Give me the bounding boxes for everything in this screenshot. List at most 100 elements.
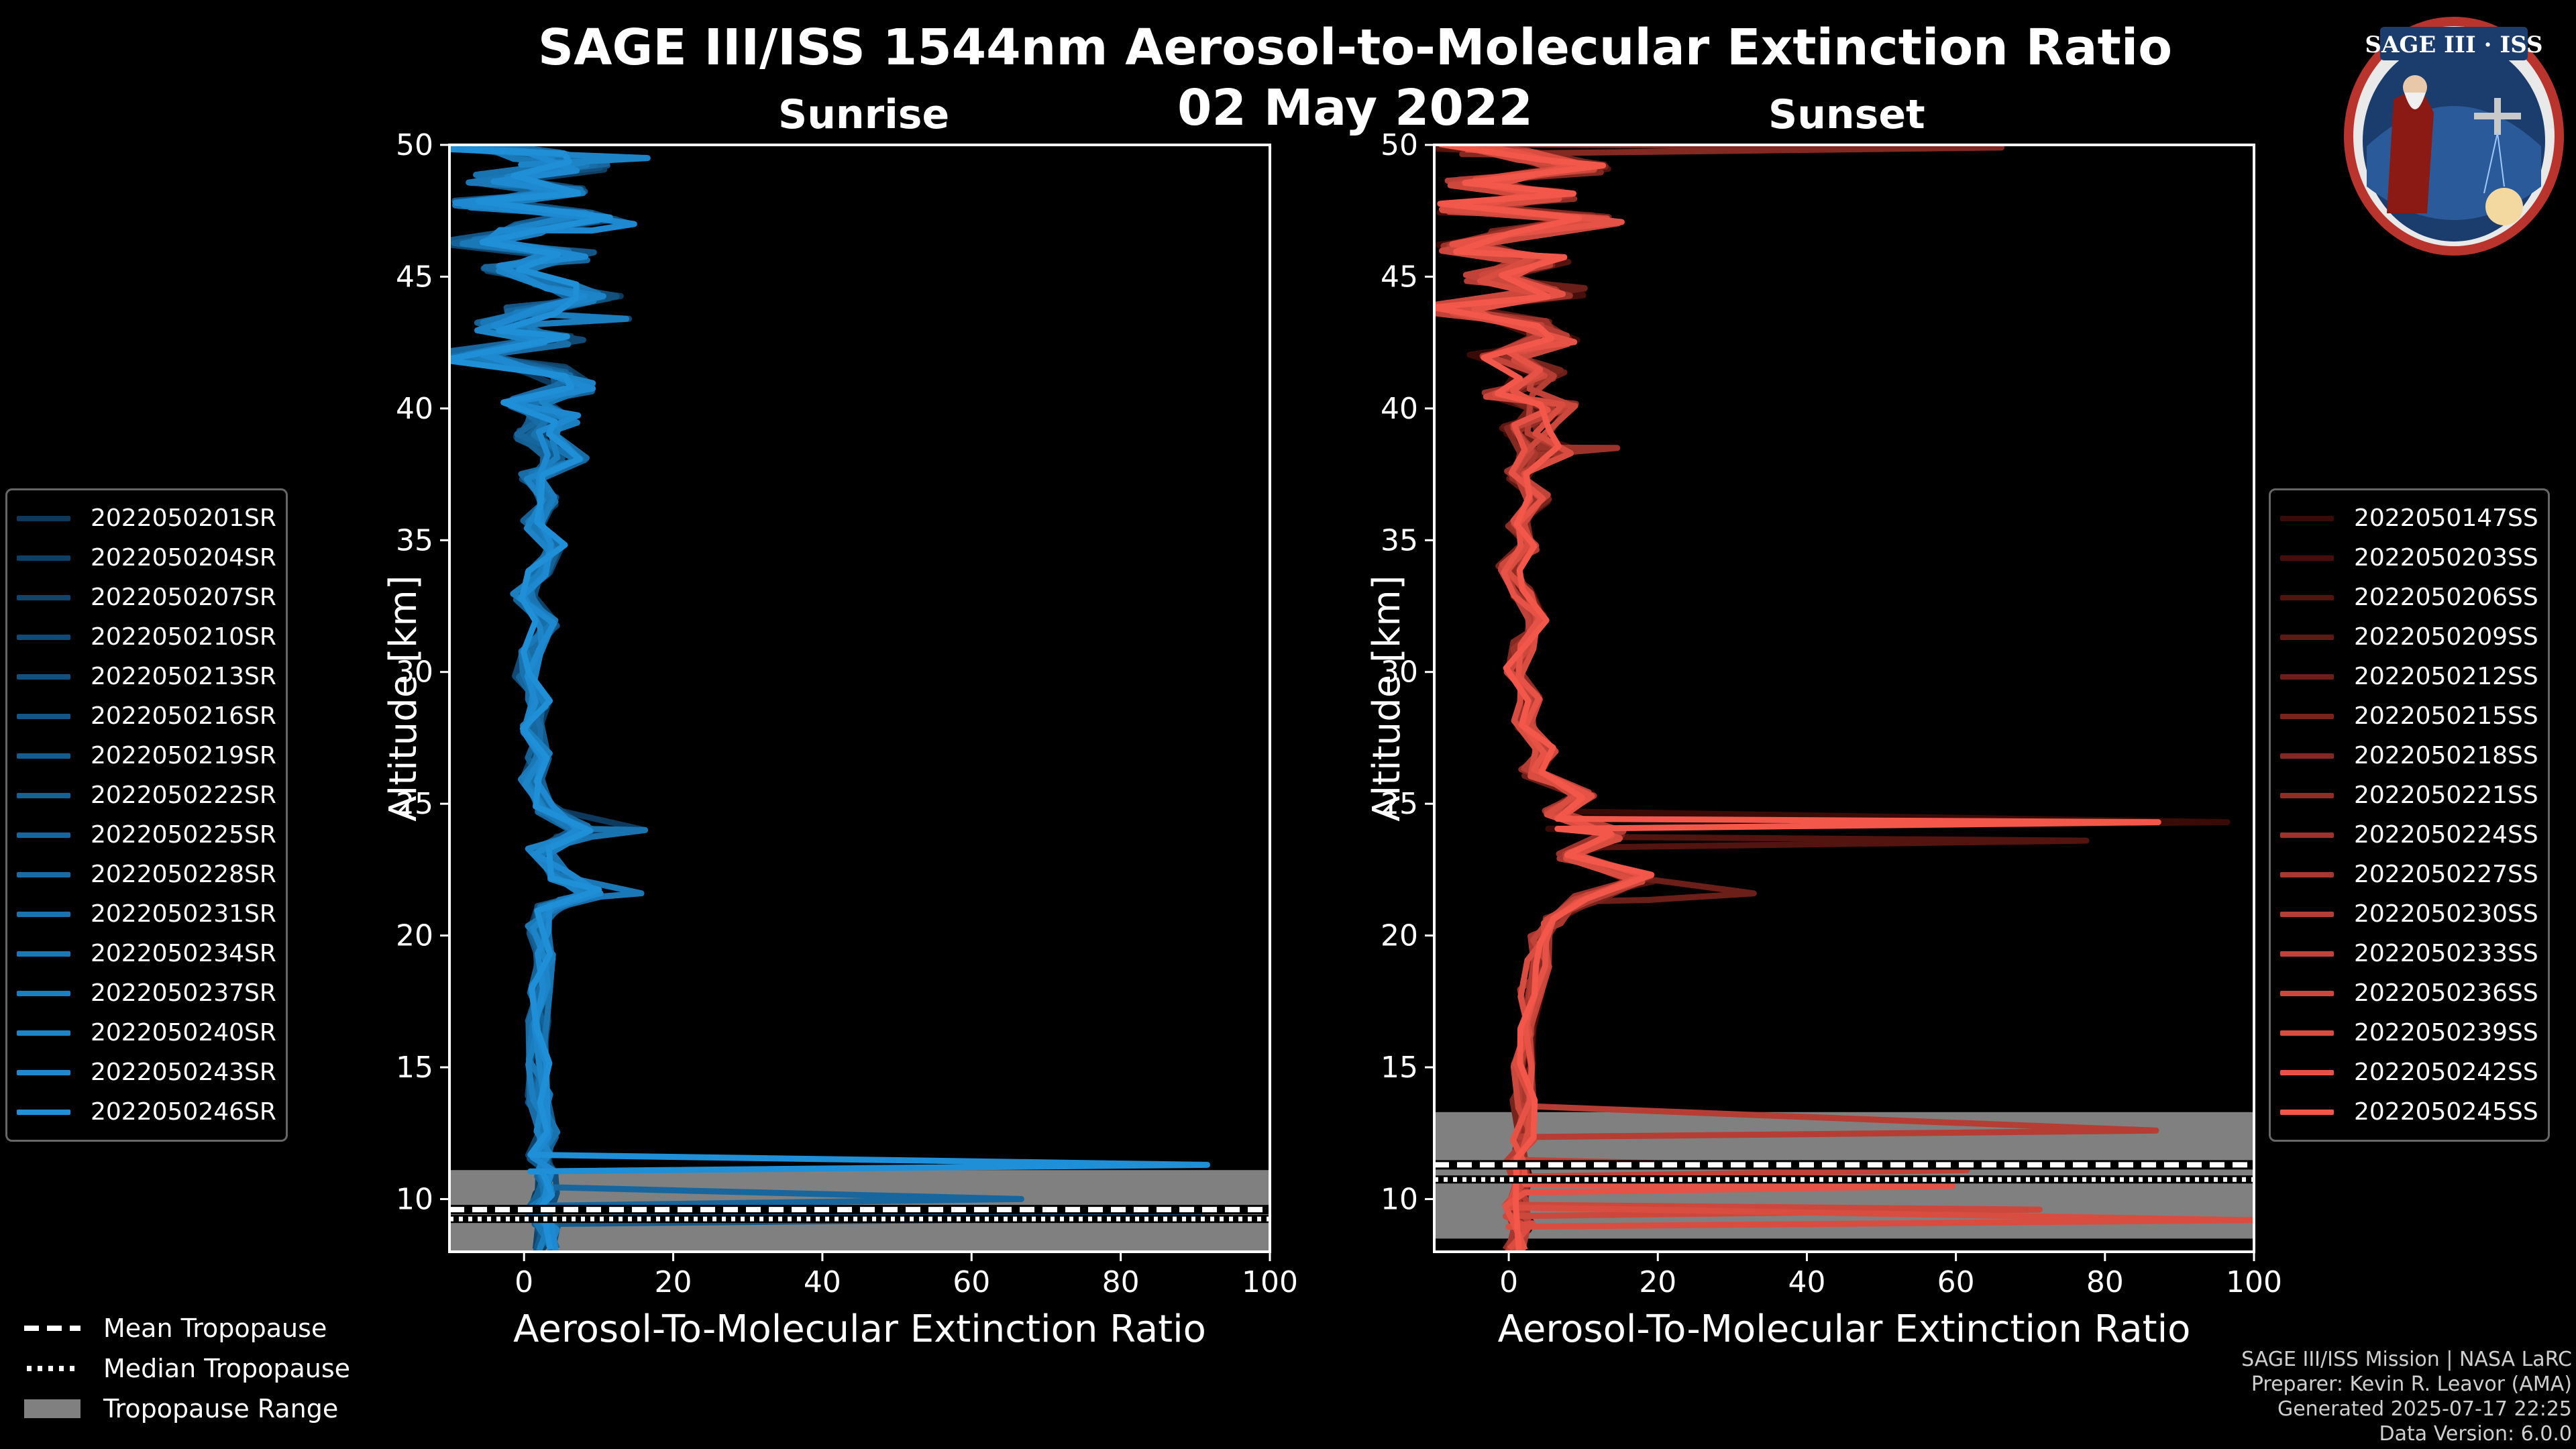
sunset-legend-label: 2022050233SS [2354,940,2538,967]
sunset-legend-swatch [2280,713,2334,719]
sunrise-x-tick-label: 20 [655,1265,692,1299]
sunset-y-tick-label: 35 [1381,523,1418,557]
sunrise-legend-label: 2022050246SR [91,1098,276,1126]
sunrise-legend-swatch [17,871,70,877]
sunrise-x-tick-label: 40 [804,1265,841,1299]
sunrise-x-tick-label: 100 [1242,1265,1298,1299]
sunrise-legend-label: 2022050201SR [91,504,276,532]
sunrise-legend-entry: 2022050219SR [17,736,276,775]
sunrise-y-tick-label: 40 [396,392,433,426]
sunrise-legend-swatch [17,634,70,640]
sunset-legend-label: 2022050227SS [2354,861,2538,888]
sunrise-legend-swatch [17,674,70,680]
sunset-legend-label: 2022050147SS [2354,504,2538,532]
sunset-plot: 0 20 40 60 80 100 10 15 20 25 30 35 40 45 50 Aerosol-To… [1365,128,2282,1351]
sunrise-legend-entry: 2022050246SR [17,1092,276,1132]
credit-version: Data Version: 6.0.0 [2379,1422,2572,1446]
sunrise-legend-swatch [17,1109,70,1115]
sunset-legend-entry: 2022050221SS [2280,775,2538,815]
sunset-legend-swatch [2280,990,2334,996]
sunrise-legend-entry: 2022050210SR [17,617,276,657]
sunset-legend-swatch [2280,832,2334,838]
sunset-x-tick-label: 80 [2086,1265,2124,1299]
sunset-legend-entry: 2022050218SS [2280,736,2538,775]
sunset-y-tick-label: 45 [1381,260,1418,294]
sunrise-legend-label: 2022050204SR [91,544,276,572]
sunset-legend-entry: 2022050209SS [2280,617,2538,657]
sunset-legend-label: 2022050242SS [2354,1059,2538,1086]
sunrise-y-tick-label: 10 [396,1182,433,1216]
sunrise-legend-label: 2022050222SR [91,782,276,809]
sunset-legend-swatch [2280,674,2334,680]
sunrise-legend-entry: 2022050216SR [17,696,276,736]
sunset-y-tick-label: 10 [1381,1182,1418,1216]
sunset-series-line [1434,145,2161,1252]
sunset-x-axis-label: Aerosol-To-Molecular Extinction Ratio [1498,1307,2191,1351]
sunrise-legend: 2022050201SR 2022050204SR 2022050207SR 2022… [5,488,288,1142]
sunrise-legend-swatch [17,792,70,798]
sunrise-series-line [449,146,1210,1250]
sunset-plot-area [1434,145,2254,1252]
sunset-legend-entry: 2022050233SS [2280,934,2538,973]
svg-text:SAGE III · ISS: SAGE III · ISS [2365,32,2542,58]
credit-generated: Generated 2025-07-17 22:25 [2277,1397,2572,1421]
sunset-legend-label: 2022050236SS [2354,979,2538,1007]
sunrise-legend-swatch [17,1030,70,1036]
sunrise-legend-swatch [17,713,70,719]
sunset-y-tick-label: 25 [1381,787,1418,821]
sunset-x-tick-label: 20 [1639,1265,1676,1299]
sunset-legend-swatch [2280,515,2334,521]
sunrise-legend-entry: 2022050222SR [17,775,276,815]
chart-title: SAGE III/ISS 1544nm Aerosol-to-Molecular… [537,19,2173,76]
sunset-legend-swatch [2280,1109,2334,1115]
sunrise-legend-entry: 2022050201SR [17,498,276,538]
sunset-legend-label: 2022050215SS [2354,702,2538,730]
sunrise-legend-entry: 2022050240SR [17,1013,276,1053]
sunset-legend-swatch [2280,792,2334,798]
sunset-legend-swatch [2280,555,2334,561]
sunrise-y-tick-label: 30 [396,655,433,690]
sunrise-legend-swatch [17,990,70,996]
sunset-legend-entry: 2022050245SS [2280,1092,2538,1132]
sunrise-panel-title: Sunrise [778,91,950,138]
mean-tropopause-label: Mean Tropopause [103,1313,327,1343]
sunrise-legend-entry: 2022050207SR [17,578,276,617]
chart-date: 02 May 2022 [1177,79,1533,137]
mean-tropopause-swatch [24,1326,80,1331]
sunset-legend-label: 2022050203SS [2354,544,2538,572]
sunrise-legend-swatch [17,515,70,521]
sunrise-y-tick-label: 20 [396,919,433,953]
sunset-legend-swatch [2280,911,2334,917]
sunrise-legend-label: 2022050216SR [91,702,276,730]
sunset-x-tick-label: 0 [1499,1265,1518,1299]
sunrise-legend-entry: 2022050231SR [17,894,276,934]
sunrise-legend-entry: 2022050243SR [17,1053,276,1092]
sunrise-legend-swatch [17,832,70,838]
sunset-legend-label: 2022050224SS [2354,821,2538,849]
credit-preparer: Preparer: Kevin R. Leavor (AMA) [2251,1373,2572,1396]
sunset-legend-entry: 2022050227SS [2280,855,2538,894]
sunrise-y-tick-label: 50 [396,128,433,162]
sunset-y-tick-label: 20 [1381,919,1418,953]
sunrise-legend-label: 2022050219SR [91,742,276,769]
sage-iii-iss-logo: SAGE III · ISS [2344,17,2564,256]
sunset-x-tick-label: 60 [1937,1265,1975,1299]
sunset-legend-entry: 2022050215SS [2280,696,2538,736]
median-tropopause-label: Median Tropopause [103,1354,350,1383]
sunrise-legend-swatch [17,911,70,917]
moon-icon [2485,188,2523,225]
tropopause-range-label: Tropopause Range [103,1394,339,1424]
sunrise-plot: 0 20 40 60 80 100 10 15 20 25 30 35 40 45 50 Aerosol-To… [382,128,1298,1351]
sunrise-legend-label: 2022050228SR [91,861,276,888]
sunset-legend-entry: 2022050203SS [2280,538,2538,578]
sunset-y-tick-label: 40 [1381,392,1418,426]
sunrise-legend-swatch [17,555,70,561]
sunrise-legend-label: 2022050234SR [91,940,276,967]
sunset-y-tick-label: 30 [1381,655,1418,690]
sunset-legend-label: 2022050206SS [2354,584,2538,611]
sunset-legend-swatch [2280,594,2334,600]
sunset-legend-entry: 2022050206SS [2280,578,2538,617]
sunrise-y-tick-label: 25 [396,787,433,821]
sunset-legend-swatch [2280,634,2334,640]
